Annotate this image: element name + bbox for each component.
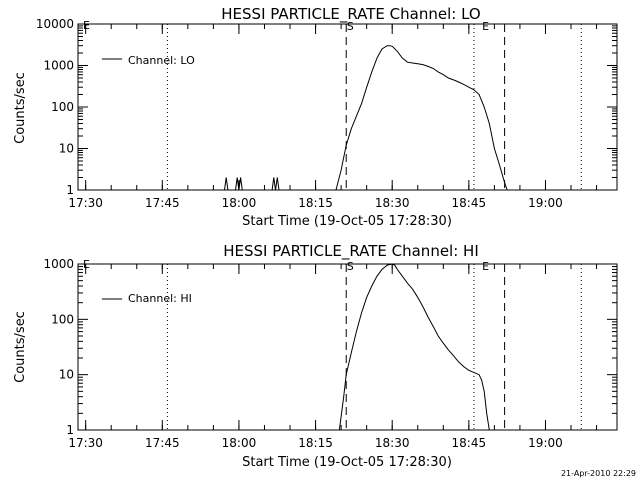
y-tick-label: 10 <box>59 368 74 382</box>
plot-frame <box>77 263 618 431</box>
y-tick-label: 10 <box>59 142 74 156</box>
x-tick-label: 18:15 <box>298 436 333 450</box>
marker-label-s: S <box>347 260 354 273</box>
series-line <box>271 177 280 191</box>
x-tick-label: 18:00 <box>222 436 257 450</box>
marker-label-s: S <box>347 20 354 33</box>
series-line <box>335 45 508 191</box>
x-tick-label: 17:30 <box>68 196 103 210</box>
corner-mark: E <box>83 19 90 32</box>
chart-title: HESSI PARTICLE_RATE Channel: LO <box>221 5 480 24</box>
x-tick-label: 18:30 <box>375 196 410 210</box>
x-tick-label: 18:45 <box>452 196 487 210</box>
y-tick-label: 1000 <box>43 257 74 271</box>
x-tick-label: 18:15 <box>298 196 333 210</box>
x-axis-label: Start Time (19-Oct-05 17:28:30) <box>242 214 452 229</box>
x-tick-label: 17:45 <box>145 436 180 450</box>
series-line <box>224 177 229 191</box>
marker-label-e: E <box>482 260 489 273</box>
legend-label: Channel: LO <box>128 54 195 67</box>
series-line <box>338 263 490 431</box>
y-tick-label: 1000 <box>43 59 74 73</box>
footer-timestamp: 21-Apr-2010 22:29 <box>561 469 636 478</box>
x-tick-label: 17:30 <box>68 436 103 450</box>
y-tick-label: 1 <box>66 183 74 197</box>
x-tick-label: 17:45 <box>145 196 180 210</box>
x-tick-label: 19:00 <box>528 196 563 210</box>
y-tick-label: 10000 <box>36 17 74 31</box>
hi-channel-chart: HESSI PARTICLE_RATE Channel: HI Counts/s… <box>13 242 618 470</box>
x-tick-label: 18:45 <box>452 436 487 450</box>
x-tick-label: 18:30 <box>375 436 410 450</box>
y-tick-label: 100 <box>51 100 74 114</box>
y-axis-label: Counts/sec <box>13 311 28 383</box>
y-tick-label: 100 <box>51 312 74 326</box>
plot-frame <box>77 23 618 191</box>
lo-channel-chart: HESSI PARTICLE_RATE Channel: LO Counts/s… <box>13 5 618 229</box>
x-tick-label: 18:00 <box>222 196 257 210</box>
x-tick-label: 19:00 <box>528 436 563 450</box>
marker-label-e: E <box>482 20 489 33</box>
y-tick-label: 1 <box>66 423 74 437</box>
series-line <box>235 177 243 191</box>
x-axis-label: Start Time (19-Oct-05 17:28:30) <box>242 455 452 470</box>
y-axis-label: Counts/sec <box>13 72 28 144</box>
legend-label: Channel: HI <box>128 292 192 305</box>
chart-title: HESSI PARTICLE_RATE Channel: HI <box>223 242 479 261</box>
